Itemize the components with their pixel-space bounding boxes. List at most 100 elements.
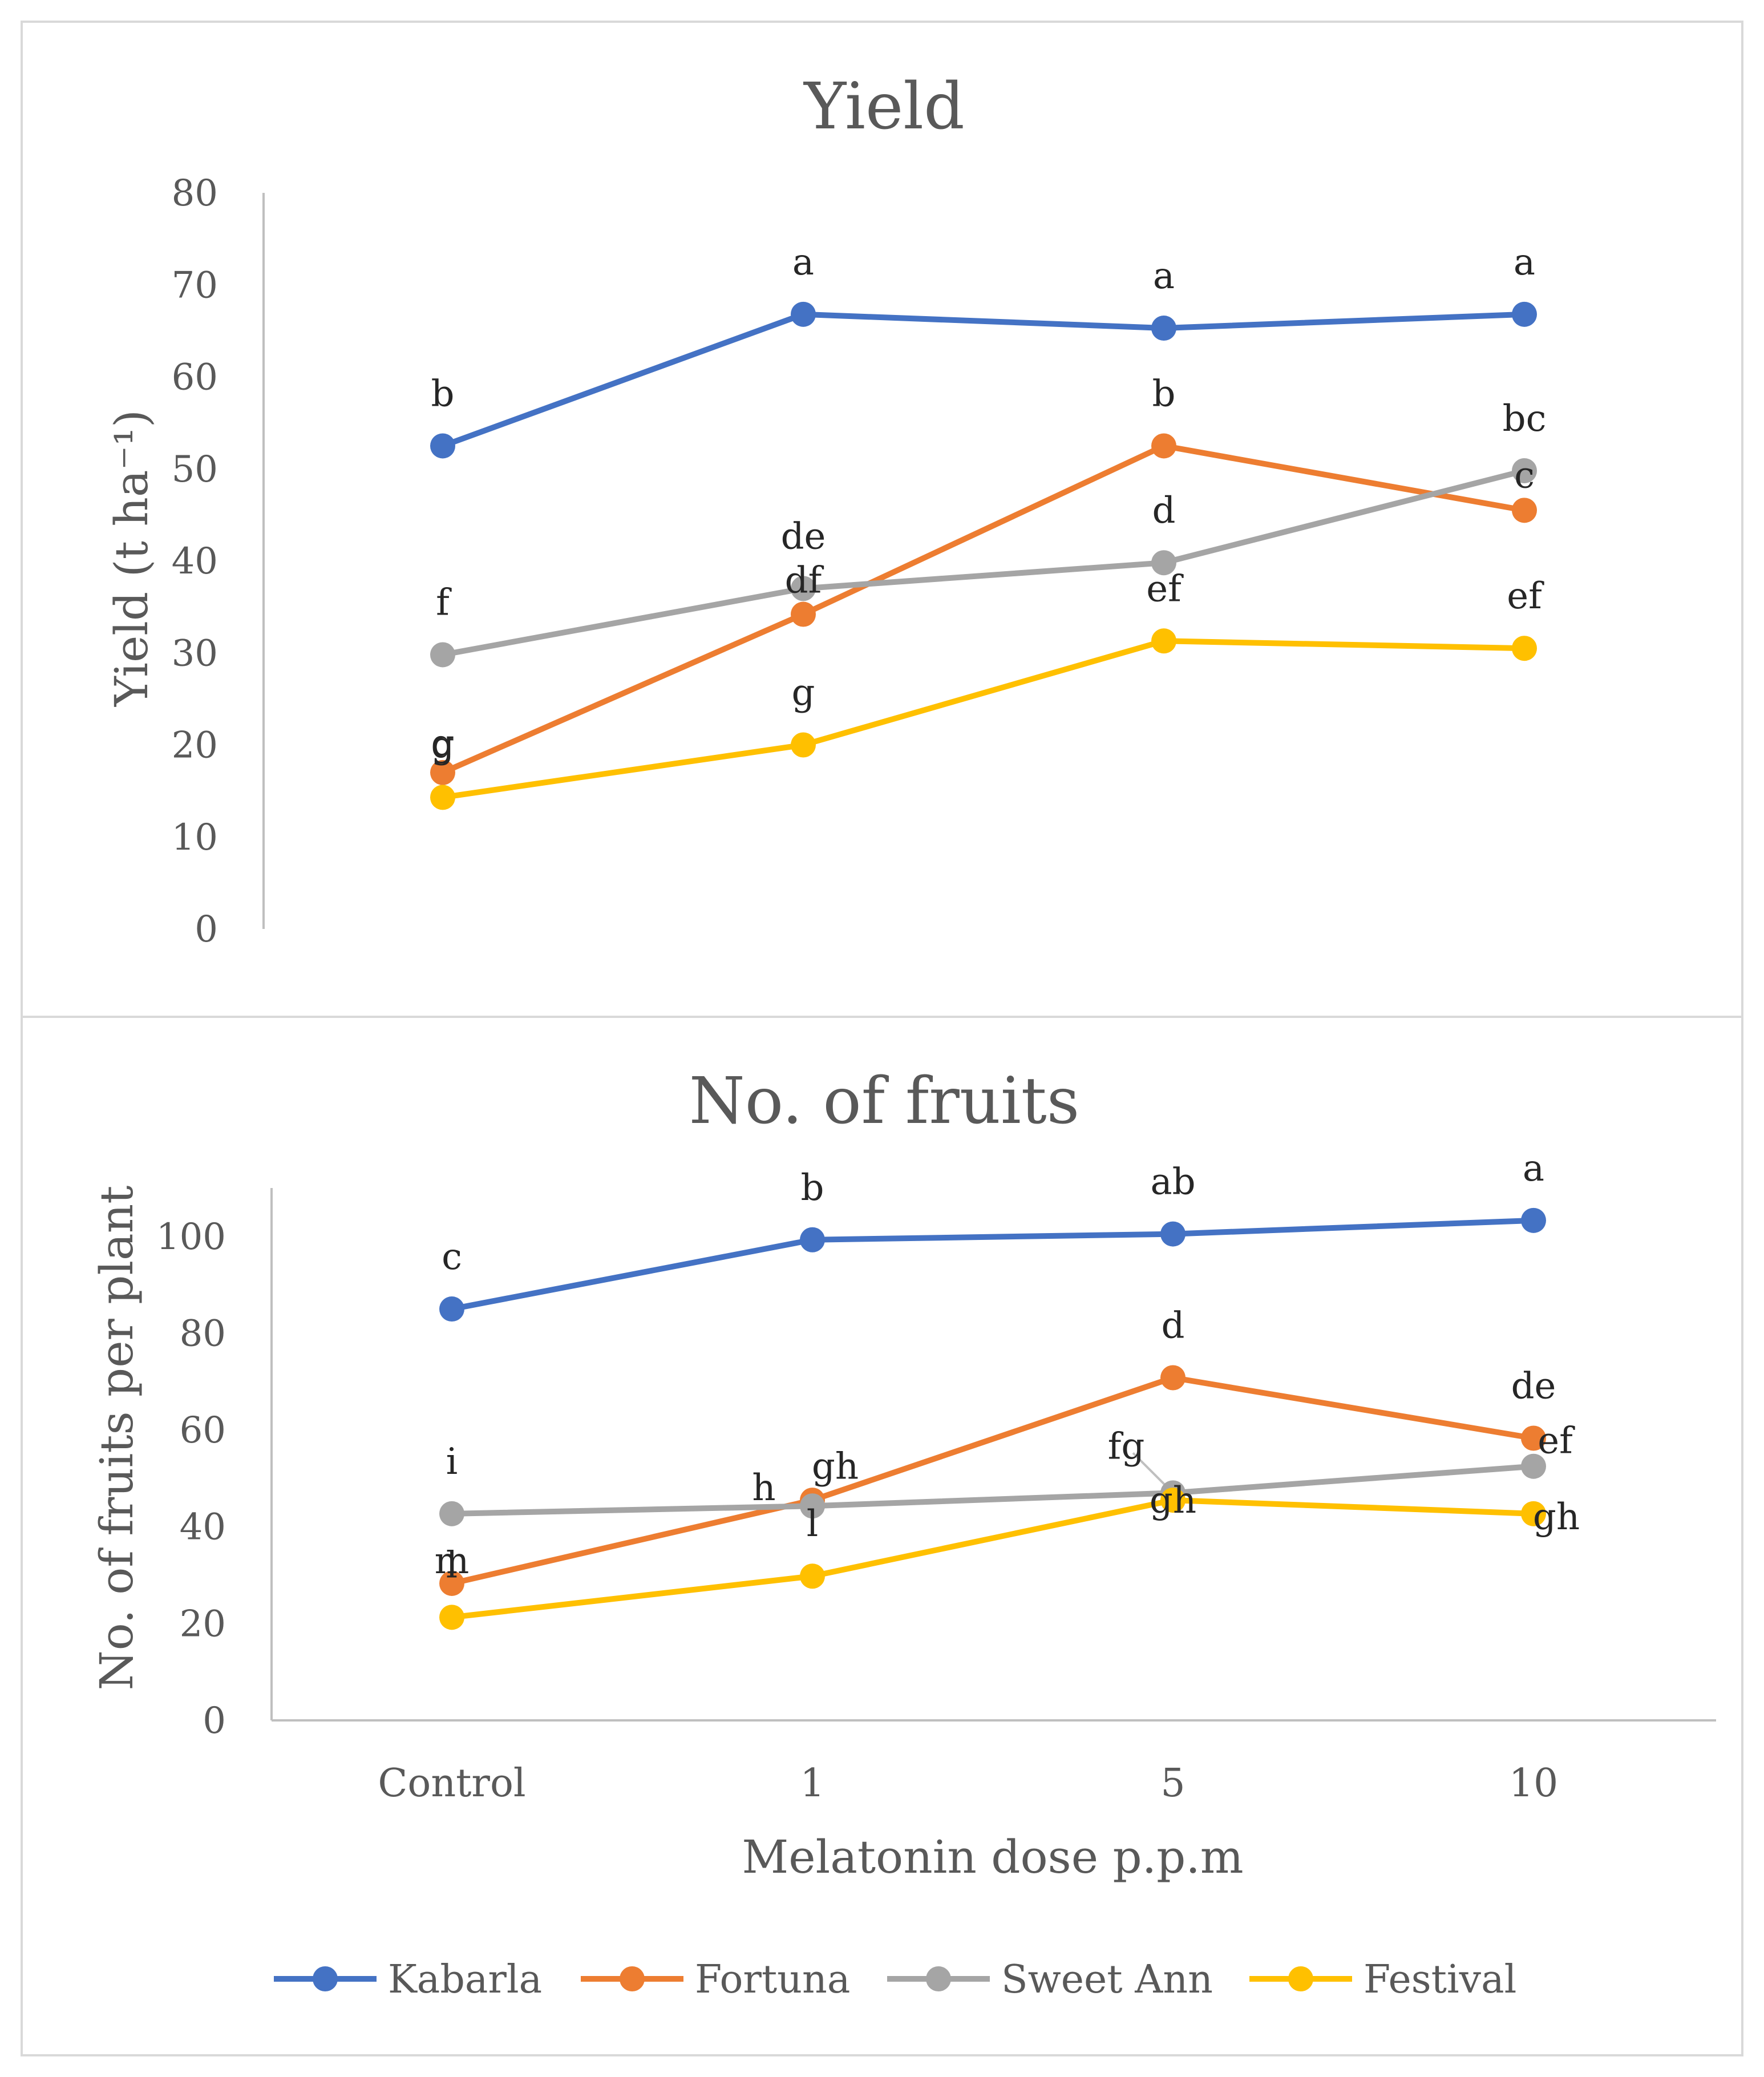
yield-data-label-sweet-ann: de: [781, 515, 826, 557]
fruits-data-label-fortuna: d: [1162, 1304, 1185, 1347]
fruits-data-label-festival: l: [807, 1503, 818, 1545]
fruits-series-line-festival: [449, 1497, 1536, 1621]
fruits-x-tick-label: 10: [1509, 1761, 1559, 1806]
yield-point-festival: [1151, 628, 1176, 654]
yield-chart: Yield Yield (t ha⁻¹) 0 10 20 30 40 50 60 70 80 b a…: [105, 70, 1546, 951]
yield-data-label-fortuna: g: [431, 722, 455, 765]
fruits-point-fortuna: [1160, 1365, 1186, 1391]
fruits-x-tick-label: Control: [378, 1761, 525, 1806]
fruits-y-tick-label: 100: [156, 1216, 226, 1258]
legend-label-kabarla: Kabarla: [388, 1957, 542, 2002]
legend: Kabarla Fortuna Sweet Ann Festival: [274, 1957, 1516, 2002]
fruits-point-kabarla: [1160, 1221, 1186, 1247]
fruits-chart-title: No. of fruits: [689, 1064, 1080, 1138]
fruits-series-line-fortuna: [449, 1375, 1536, 1586]
yield-data-label-kabarla: b: [431, 373, 455, 415]
yield-data-label-fortuna: b: [1152, 373, 1176, 415]
fruits-series-line-sweet-ann: [449, 1463, 1536, 1517]
fruits-y-tick-label: 40: [180, 1506, 226, 1549]
legend-label-sweet-ann: Sweet Ann: [1001, 1957, 1213, 2002]
yield-data-label-kabarla: a: [1514, 241, 1535, 284]
figure-frame: [21, 21, 1743, 2056]
fruits-point-festival: [439, 1605, 464, 1630]
yield-y-tick-label: 10: [172, 817, 218, 859]
yield-chart-title: Yield: [803, 70, 965, 144]
fruits-y-tick-label: 80: [180, 1312, 226, 1355]
fruits-data-label-kabarla: c: [442, 1236, 462, 1278]
fruits-y-axis-label: No. of fruits per plant: [90, 1186, 143, 1691]
yield-series-line-kabarla: [440, 311, 1527, 449]
fruits-point-festival: [800, 1563, 825, 1589]
yield-y-tick-label: 40: [172, 540, 218, 583]
fruits-y-tick-label: 0: [203, 1700, 226, 1742]
yield-data-label-festival: ef: [1507, 575, 1544, 617]
fruits-data-label-fortuna: h: [752, 1467, 775, 1509]
fruits-x-tick-label: 1: [800, 1761, 824, 1806]
fruits-point-festival: [1521, 1501, 1546, 1526]
legend-swatch-marker-fortuna: [620, 1966, 645, 1991]
fruits-y-tick-label: 60: [180, 1409, 226, 1452]
yield-y-tick-label: 20: [172, 725, 218, 767]
yield-point-festival: [791, 732, 816, 758]
legend-swatch-marker-sweet-ann: [926, 1966, 951, 1991]
fruits-point-fortuna: [1521, 1425, 1546, 1451]
yield-y-tick-label: 80: [172, 172, 218, 215]
yield-y-tick-label: 60: [172, 357, 218, 399]
yield-series-line-festival: [440, 638, 1527, 801]
fruits-data-label-sweet-ann: i: [446, 1441, 458, 1483]
yield-y-tick-label: 30: [172, 632, 218, 674]
yield-point-festival: [1512, 636, 1537, 661]
fruits-data-label-fortuna: de: [1511, 1365, 1556, 1408]
yield-y-tick-label: 70: [172, 264, 218, 306]
fruits-x-axis-label: Melatonin dose p.p.m: [742, 1830, 1243, 1884]
yield-point-sweet-ann: [791, 576, 816, 601]
yield-point-kabarla: [1151, 316, 1176, 341]
yield-data-label-fortuna: c: [1514, 454, 1535, 496]
yield-data-label-sweet-ann: f: [436, 581, 452, 624]
fruits-label-leader-line: [1132, 1452, 1171, 1490]
fruits-data-label-festival: l: [446, 1544, 458, 1586]
fruits-point-sweet-ann: [800, 1493, 825, 1519]
fruits-data-label-fortuna: m: [435, 1540, 470, 1582]
fruits-data-label-sweet-ann: gh: [812, 1445, 859, 1488]
fruits-data-label-kabarla: b: [801, 1167, 824, 1209]
yield-y-tick-label: 0: [195, 908, 218, 951]
fruits-point-festival: [1160, 1488, 1186, 1513]
fruits-series-line-kabarla: [449, 1217, 1536, 1312]
fruits-chart: No. of fruits No. of fruits per plant Me…: [90, 1064, 1716, 1884]
fruits-y-tick-label: 20: [180, 1603, 226, 1645]
yield-data-label-festival: g: [431, 724, 455, 766]
yield-y-axis-label: Yield (t ha⁻¹): [105, 410, 158, 707]
fruits-point-kabarla: [439, 1296, 464, 1322]
fruits-data-label-kabarla: ab: [1150, 1161, 1195, 1203]
yield-point-kabarla: [430, 433, 455, 459]
yield-data-label-festival: g: [792, 672, 815, 714]
yield-point-sweet-ann: [1151, 550, 1176, 576]
fruits-data-label-sweet-ann: ef: [1538, 1420, 1575, 1462]
yield-data-label-sweet-ann: bc: [1503, 398, 1547, 440]
yield-data-label-fortuna: df: [785, 560, 824, 602]
yield-point-kabarla: [791, 301, 816, 327]
yield-y-tick-label: 50: [172, 448, 218, 491]
yield-data-label-festival: ef: [1146, 568, 1184, 610]
fruits-point-sweet-ann: [439, 1501, 464, 1526]
fruits-point-kabarla: [1521, 1207, 1546, 1233]
yield-point-sweet-ann: [1512, 458, 1537, 483]
fruits-data-label-kabarla: a: [1523, 1147, 1544, 1190]
yield-point-fortuna: [1151, 433, 1176, 459]
fruits-data-label-sweet-ann: fg: [1108, 1425, 1145, 1468]
yield-point-fortuna: [430, 759, 455, 785]
legend-label-festival: Festival: [1364, 1957, 1516, 2002]
yield-point-kabarla: [1512, 301, 1537, 327]
legend-swatch-marker-kabarla: [313, 1966, 338, 1991]
legend-label-fortuna: Fortuna: [695, 1957, 850, 2002]
yield-point-fortuna: [1512, 498, 1537, 523]
yield-series-line-fortuna: [440, 443, 1527, 775]
fruits-point-fortuna: [439, 1570, 464, 1596]
yield-series-line-sweet-ann: [440, 467, 1527, 658]
yield-point-sweet-ann: [430, 642, 455, 668]
yield-point-festival: [430, 785, 455, 810]
